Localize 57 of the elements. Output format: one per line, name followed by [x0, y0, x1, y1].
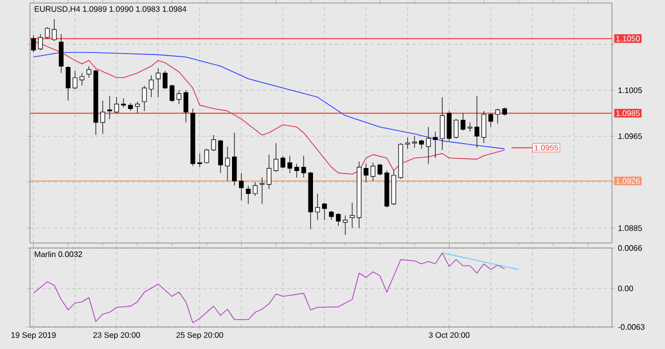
candlestick: [287, 155, 292, 174]
candlestick: [474, 96, 480, 148]
line-series: [33, 252, 506, 324]
candlestick: [315, 193, 320, 220]
candlestick: [440, 96, 445, 150]
candlestick: [364, 163, 368, 182]
candlestick: [260, 177, 264, 204]
candlestick: [294, 163, 300, 178]
candlestick: [301, 155, 306, 178]
candlestick: [481, 110, 486, 144]
candlestick: [238, 172, 244, 201]
candlestick: [378, 163, 382, 176]
candlestick: [184, 90, 188, 123]
candlestick: [72, 70, 78, 90]
candlestick: [156, 68, 161, 98]
candlestick: [107, 96, 112, 120]
candlestick: [274, 142, 278, 172]
candlestick: [488, 112, 494, 128]
candlestick: [80, 72, 84, 86]
candlestick: [121, 98, 126, 108]
candlestick: [266, 154, 272, 190]
candlestick: [405, 137, 410, 150]
candlestick: [176, 90, 182, 104]
candlestick: [468, 122, 472, 132]
candlestick: [44, 26, 50, 39]
candlestick: [454, 118, 458, 139]
candlestick: [246, 185, 251, 204]
candlestick: [211, 134, 216, 152]
candlestick: [38, 34, 43, 50]
line-series: [33, 52, 506, 150]
candlestick: [142, 85, 147, 112]
candlestick: [495, 108, 500, 124]
candlestick: [280, 155, 286, 169]
candlestick: [336, 212, 341, 226]
candlestick: [148, 75, 154, 98]
candlestick: [170, 84, 174, 102]
candlestick: [426, 126, 431, 164]
candlestick: [225, 146, 230, 182]
candlestick: [204, 148, 210, 164]
candlestick: [162, 70, 168, 90]
candlestick: [419, 139, 424, 150]
candlestick: [460, 112, 466, 131]
candlestick: [342, 215, 348, 236]
candlestick: [432, 131, 438, 158]
candlestick: [370, 162, 376, 182]
candlestick: [322, 202, 327, 220]
candlestick: [114, 96, 119, 114]
candlestick: [66, 66, 70, 101]
candlestick: [86, 66, 92, 78]
candlestick: [329, 210, 334, 220]
candlestick: [52, 18, 57, 42]
candlestick: [135, 101, 140, 114]
candlestick: [31, 34, 36, 53]
candlestick: [252, 182, 258, 196]
candlestick: [412, 136, 417, 148]
candlestick: [350, 202, 355, 228]
candlestick: [100, 100, 106, 134]
